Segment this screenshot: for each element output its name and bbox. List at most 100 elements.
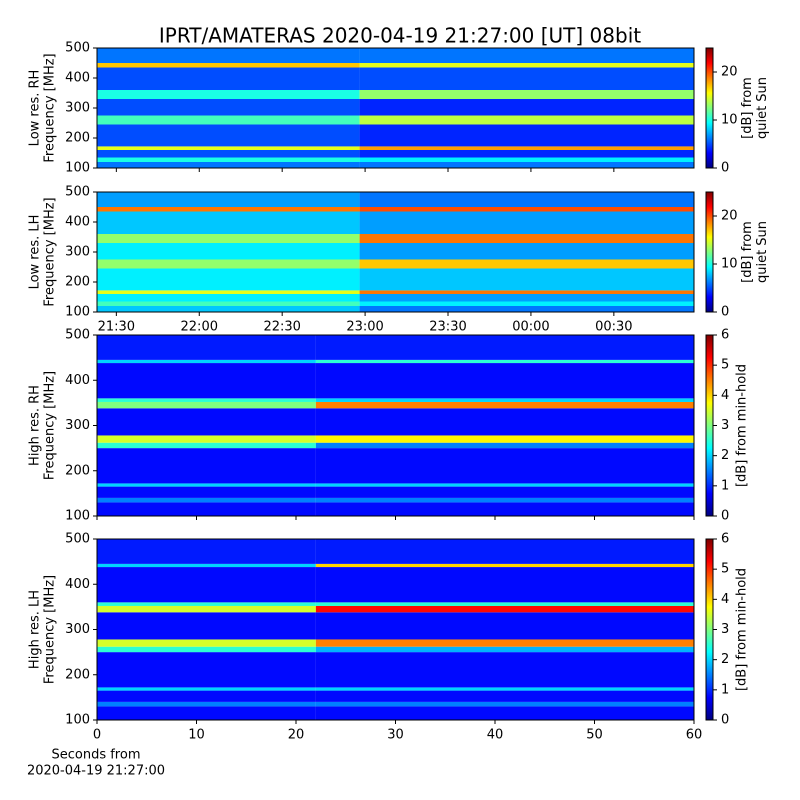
colorbar-label: [dB] from min-hold bbox=[735, 568, 750, 691]
heatmap-cell bbox=[97, 563, 316, 568]
y-axis-label: Frequency [MHz] bbox=[43, 371, 58, 480]
heatmap-cell bbox=[97, 398, 316, 402]
y-axis-label: Frequency [MHz] bbox=[43, 53, 58, 162]
colorbar-tick-label: 0 bbox=[721, 713, 729, 728]
heatmap-cell bbox=[97, 207, 360, 212]
heatmap-cell bbox=[97, 90, 360, 99]
colorbar bbox=[705, 47, 714, 169]
heatmap-cell bbox=[97, 687, 316, 691]
heatmap-cell bbox=[315, 652, 694, 688]
colorbar-tick-label: 3 bbox=[721, 622, 729, 637]
heatmap-cell bbox=[315, 398, 694, 402]
heatmap-cell bbox=[97, 652, 316, 688]
colorbar-tick-label: 6 bbox=[721, 532, 729, 547]
colorbar-label: [dB] from bbox=[740, 221, 755, 283]
colorbar-tick-label: 20 bbox=[721, 65, 738, 80]
heatmap-cell bbox=[97, 605, 316, 613]
heatmap-cell bbox=[97, 539, 316, 564]
colorbar-tick-label: 2 bbox=[721, 652, 729, 667]
heatmap-cell bbox=[97, 124, 360, 147]
y-tick-label: 500 bbox=[65, 328, 90, 343]
y-tick-label: 500 bbox=[65, 185, 90, 200]
heatmap-cell bbox=[97, 259, 360, 269]
y-tick-label: 200 bbox=[65, 463, 90, 478]
colorbar-tick-label: 0 bbox=[721, 305, 729, 320]
heatmap-cell bbox=[97, 146, 360, 150]
heatmap-cell bbox=[97, 706, 316, 720]
heatmap-cell bbox=[97, 602, 316, 606]
heatmap-cell bbox=[359, 192, 694, 207]
heatmap-cell bbox=[315, 563, 694, 568]
heatmap-cell bbox=[97, 502, 316, 516]
heatmap-cell bbox=[315, 701, 694, 707]
colorbar-tick-label: 1 bbox=[721, 478, 729, 493]
heatmap-cell bbox=[97, 483, 316, 487]
colorbar-tick-label: 5 bbox=[721, 358, 729, 373]
colorbar-label: quiet Sun bbox=[755, 77, 770, 139]
heatmap-cell bbox=[359, 294, 694, 302]
heatmap-cell bbox=[97, 157, 360, 162]
heatmap-cell bbox=[315, 639, 694, 647]
heatmap-cell bbox=[359, 243, 694, 260]
colorbar-tick-label: 0 bbox=[721, 161, 729, 176]
x-axis-label: 2020-04-19 21:27:00 bbox=[27, 764, 165, 779]
heatmap-cell bbox=[97, 646, 316, 653]
colorbar-tick-label: 1 bbox=[721, 682, 729, 697]
heatmap-cell bbox=[97, 192, 360, 207]
y-tick-label: 100 bbox=[65, 713, 90, 728]
y-axis-label: Frequency [MHz] bbox=[43, 575, 58, 684]
y-tick-label: 200 bbox=[65, 131, 90, 146]
heatmap-cell bbox=[315, 401, 694, 409]
heatmap-cell bbox=[315, 359, 694, 364]
heatmap-cell bbox=[315, 706, 694, 720]
heatmap-cell bbox=[315, 448, 694, 484]
heatmap-cell bbox=[359, 63, 694, 68]
heatmap-cell bbox=[97, 294, 360, 302]
heatmap-cell bbox=[97, 497, 316, 503]
heatmap-cell bbox=[315, 408, 694, 436]
x-tick-label: 20 bbox=[288, 728, 305, 743]
heatmap-cell bbox=[97, 401, 316, 409]
y-tick-label: 500 bbox=[65, 532, 90, 547]
heatmap-cell bbox=[97, 448, 316, 484]
x-tick-label: 50 bbox=[586, 728, 603, 743]
heatmap-cell bbox=[315, 612, 694, 640]
heatmap-cell bbox=[359, 162, 694, 168]
x-tick-label: 30 bbox=[387, 728, 404, 743]
y-tick-label: 400 bbox=[65, 215, 90, 230]
heatmap-cell bbox=[97, 150, 360, 158]
heatmap-cell bbox=[315, 602, 694, 606]
heatmap-cell bbox=[359, 48, 694, 63]
heatmap-cell bbox=[359, 115, 694, 125]
figure-title: IPRT/AMATERAS 2020-04-19 21:27:00 [UT] 0… bbox=[159, 24, 641, 48]
colorbar-tick-label: 4 bbox=[721, 592, 729, 607]
x-tick-label: 0 bbox=[93, 728, 101, 743]
heatmap-cell bbox=[359, 99, 694, 116]
heatmap-cell bbox=[97, 442, 316, 449]
heatmap-cell bbox=[315, 690, 694, 702]
heatmap-cell bbox=[97, 48, 360, 63]
heatmap-cell bbox=[97, 567, 316, 603]
colorbar-tick-label: 20 bbox=[721, 209, 738, 224]
heatmap-cell bbox=[97, 162, 360, 168]
heatmap-cell bbox=[359, 268, 694, 291]
heatmap-cell bbox=[97, 301, 360, 306]
colorbar-tick-label: 5 bbox=[721, 562, 729, 577]
heatmap-cell bbox=[359, 67, 694, 90]
heatmap-cell bbox=[315, 687, 694, 691]
heatmap-cell bbox=[97, 612, 316, 640]
heatmap-cell bbox=[97, 211, 360, 234]
y-tick-label: 400 bbox=[65, 577, 90, 592]
colorbar-tick-label: 10 bbox=[721, 257, 738, 272]
heatmap-cell bbox=[359, 90, 694, 99]
y-axis-label: High res. RH bbox=[28, 385, 43, 466]
colorbar-tick-label: 6 bbox=[721, 328, 729, 343]
heatmap-cell bbox=[97, 268, 360, 291]
heatmap-cell bbox=[97, 115, 360, 125]
heatmap-cell bbox=[97, 63, 360, 68]
heatmap-cell bbox=[359, 211, 694, 234]
heatmap-cell bbox=[315, 605, 694, 613]
y-tick-label: 400 bbox=[65, 71, 90, 86]
heatmap-cell bbox=[359, 157, 694, 162]
colorbar-label: quiet Sun bbox=[755, 221, 770, 283]
